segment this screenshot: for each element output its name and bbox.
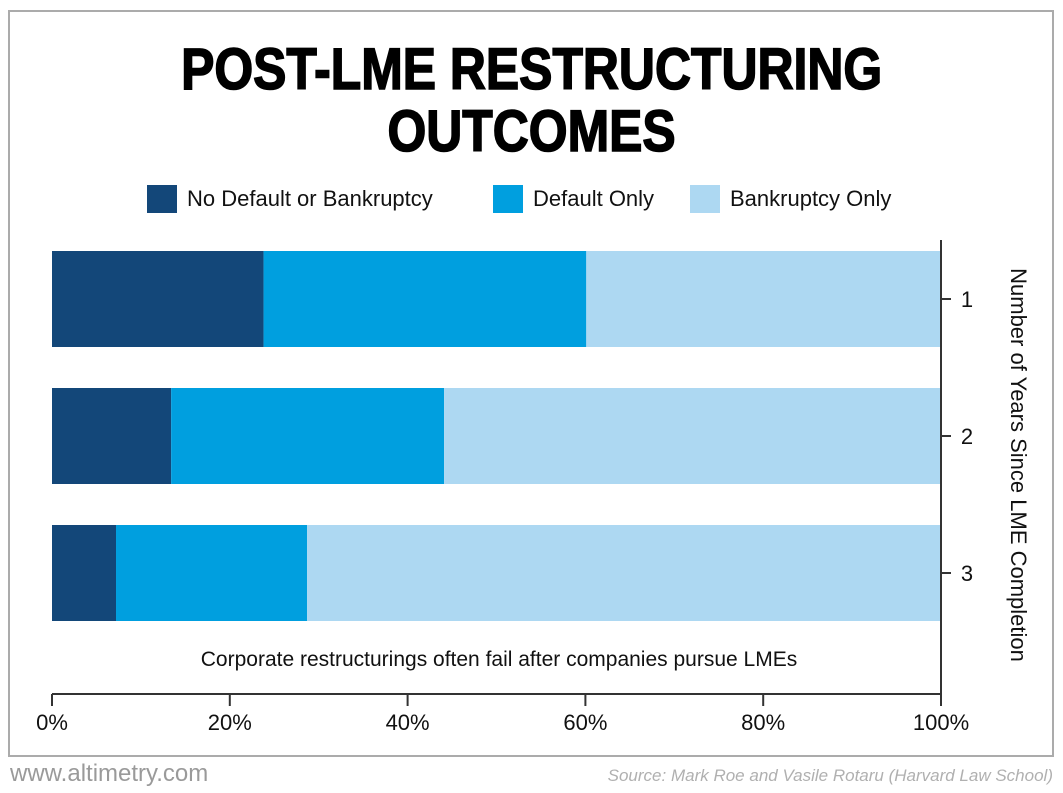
x-tick-label: 60% bbox=[563, 710, 607, 735]
y-tick-label: 1 bbox=[961, 287, 973, 312]
bar-segment-year-1-default-only bbox=[263, 251, 587, 347]
legend-swatch-no-default bbox=[147, 185, 177, 213]
bars-group bbox=[52, 251, 941, 621]
chart-title-line-2-text: OUTCOMES bbox=[387, 98, 677, 165]
bar-segment-year-3-default-only bbox=[116, 525, 308, 621]
chart-title-line-1-text: POST-LME RESTRUCTURING bbox=[180, 36, 883, 103]
bar-segment-year-2-default-only bbox=[171, 388, 445, 484]
y-axis-label: Number of Years Since LME Completion bbox=[1006, 268, 1031, 662]
legend-label-no-default: No Default or Bankruptcy bbox=[187, 186, 433, 211]
x-tick-label: 0% bbox=[36, 710, 68, 735]
bar-segment-year-3-no-default-or-bankruptcy bbox=[52, 525, 117, 621]
bar-segment-year-2-no-default-or-bankruptcy bbox=[52, 388, 172, 484]
chart-annotation: Corporate restructurings often fail afte… bbox=[201, 648, 797, 671]
legend-item-no-default: No Default or Bankruptcy bbox=[147, 185, 433, 213]
y-ticks-group: 1 2 3 bbox=[941, 287, 973, 586]
bar-segment-year-3-bankruptcy-only bbox=[307, 525, 941, 621]
bar-segment-year-2-bankruptcy-only bbox=[444, 388, 941, 484]
legend-item-default-only: Default Only bbox=[493, 185, 654, 213]
legend-label-default-only: Default Only bbox=[533, 186, 655, 211]
legend-swatch-default-only bbox=[493, 185, 523, 213]
y-tick-label: 2 bbox=[961, 424, 973, 449]
bar-segment-year-1-bankruptcy-only bbox=[586, 251, 941, 347]
chart-title-line-1: POST-LME RESTRUCTURING bbox=[0, 36, 1063, 103]
x-tick-label: 80% bbox=[741, 710, 785, 735]
footer-source: Source: Mark Roe and Vasile Rotaru (Harv… bbox=[607, 766, 1053, 785]
chart-title-line-2: OUTCOMES bbox=[0, 98, 1063, 165]
footer-website: www.altimetry.com bbox=[10, 760, 209, 787]
x-tick-label: 20% bbox=[208, 710, 252, 735]
legend-label-bankruptcy-only: Bankruptcy Only bbox=[730, 186, 892, 211]
x-tick-label: 100% bbox=[913, 710, 969, 735]
legend-item-bankruptcy-only: Bankruptcy Only bbox=[690, 185, 891, 213]
x-ticks-group: 0% 20% 40% 60% 80% 100% bbox=[36, 694, 969, 735]
legend-swatch-bankruptcy-only bbox=[690, 185, 720, 213]
y-tick-label: 3 bbox=[961, 561, 973, 586]
chart-frame bbox=[8, 10, 1054, 757]
x-tick-label: 40% bbox=[386, 710, 430, 735]
bar-segment-year-1-no-default-or-bankruptcy bbox=[52, 251, 264, 347]
